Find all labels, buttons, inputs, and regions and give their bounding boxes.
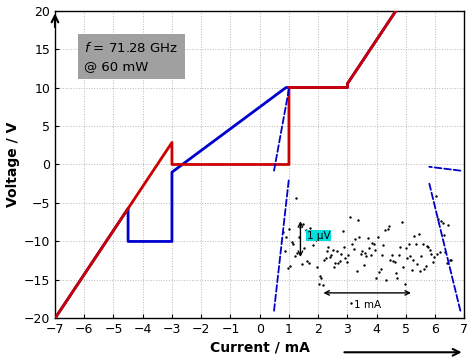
Text: $f$ = 71.28 GHz
@ 60 mW: $f$ = 71.28 GHz @ 60 mW (84, 41, 178, 73)
Y-axis label: Voltage / V: Voltage / V (6, 122, 19, 207)
X-axis label: Current / mA: Current / mA (210, 341, 310, 355)
